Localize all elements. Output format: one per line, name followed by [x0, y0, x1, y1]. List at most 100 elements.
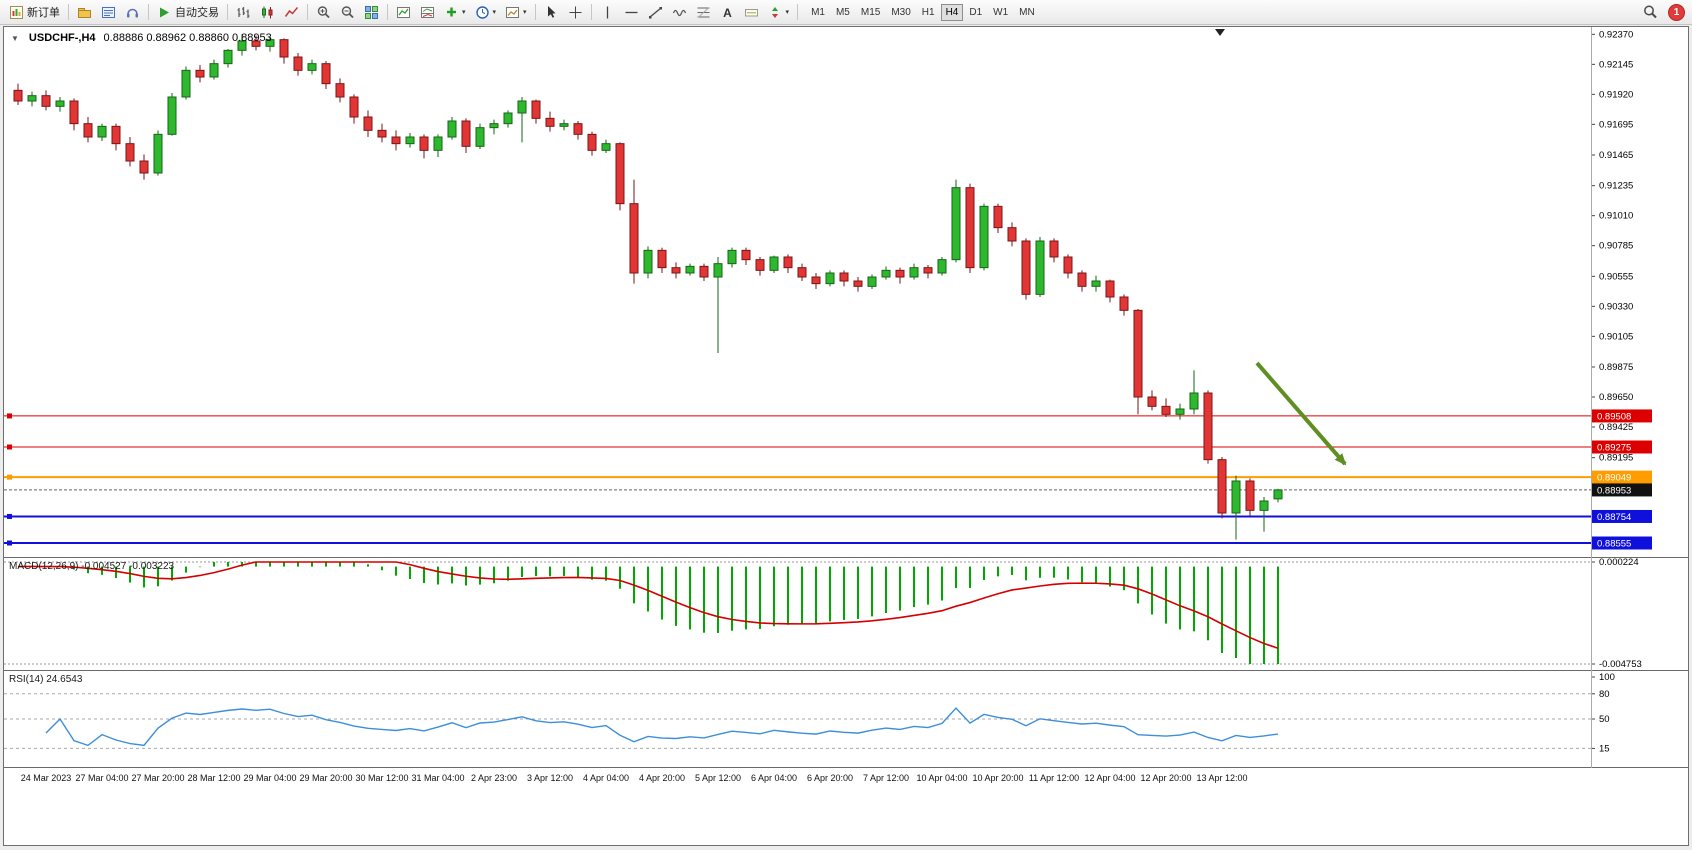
- timeframe-button-m5[interactable]: M5: [831, 4, 855, 21]
- time-label: 13 Apr 12:00: [1196, 773, 1248, 783]
- community-button[interactable]: [121, 2, 144, 23]
- svg-text:0.88555: 0.88555: [1597, 539, 1631, 550]
- time-label: 24 Mar 2023: [20, 773, 72, 783]
- tile-windows-button[interactable]: [360, 2, 383, 23]
- panel-splitter[interactable]: [4, 670, 1688, 671]
- headphones-icon: [125, 5, 140, 20]
- time-label: 4 Apr 20:00: [638, 773, 686, 783]
- svg-text:0.000224: 0.000224: [1599, 558, 1639, 568]
- search-button[interactable]: [1638, 2, 1662, 23]
- time-label: 11 Apr 12:00: [1028, 773, 1080, 783]
- macd-signal-line: [17, 561, 1279, 649]
- time-axis[interactable]: 24 Mar 2023 27 Mar 04:00 27 Mar 20:00 28 Ma…: [4, 768, 1591, 792]
- price-chart-canvas[interactable]: 0.92370 0.92145 0.91920 0.91695 0.91465 0.912…: [4, 27, 1688, 557]
- play-icon: [157, 5, 172, 20]
- add-indicator-button[interactable]: ▾: [440, 2, 470, 23]
- svg-text:0.88754: 0.88754: [1597, 512, 1631, 523]
- vertical-line-tool-button[interactable]: [596, 2, 619, 23]
- svg-text:0.89508: 0.89508: [1597, 411, 1631, 422]
- data-window-button[interactable]: [97, 2, 120, 23]
- macd-panel-canvas[interactable]: 0.000224 -0.004753: [4, 558, 1688, 668]
- line-handle[interactable]: [7, 444, 12, 450]
- text-label-tool-button[interactable]: [740, 2, 763, 23]
- toolbar-separator: [797, 4, 799, 20]
- time-label: 2 Apr 23:00: [470, 773, 518, 783]
- price-scale-separator[interactable]: [1591, 27, 1592, 768]
- line-handle[interactable]: [7, 474, 12, 480]
- timeframe-toolbar: M1 M5 M15 M30 H1 H4 D1 W1 MN: [806, 3, 1040, 21]
- timeframe-button-d1[interactable]: D1: [964, 4, 987, 21]
- fibonacci-tool-button[interactable]: [692, 2, 715, 23]
- bar-chart-mode-button[interactable]: [232, 2, 255, 23]
- svg-text:0.91235: 0.91235: [1599, 181, 1633, 192]
- time-label: 10 Apr 04:00: [916, 773, 968, 783]
- macd-label: MACD(12,26,9) -0.004527 -0.003223: [9, 561, 175, 572]
- indicator-subwindow-icon: [420, 5, 435, 20]
- toolbar-separator: [227, 4, 228, 20]
- arrow-annotation[interactable]: [1255, 361, 1347, 466]
- horizontal-line-icon: [624, 5, 639, 20]
- wave-icon: [672, 5, 687, 20]
- timeframe-button-h4[interactable]: H4: [940, 3, 964, 21]
- zoom-out-button[interactable]: [336, 2, 359, 23]
- time-label: 10 Apr 20:00: [972, 773, 1024, 783]
- zoom-in-button[interactable]: [312, 2, 335, 23]
- zoom-in-icon: [316, 5, 331, 20]
- new-order-button[interactable]: 新订单: [5, 2, 64, 23]
- svg-text:0.90555: 0.90555: [1599, 271, 1633, 282]
- line-handle[interactable]: [7, 413, 12, 419]
- text-icon: A: [720, 5, 735, 20]
- candles: [13, 34, 1283, 540]
- line-chart-mode-button[interactable]: [280, 2, 303, 23]
- text-tool-button[interactable]: A: [716, 2, 739, 23]
- data-window-icon: [101, 5, 116, 20]
- indicators-button[interactable]: [392, 2, 415, 23]
- timeframe-button-m15[interactable]: M15: [856, 4, 885, 21]
- timeframe-button-m30[interactable]: M30: [886, 4, 915, 21]
- chart-properties-button[interactable]: ▾: [501, 2, 531, 23]
- price-line-badge: [1592, 509, 1652, 523]
- horizontal-line-tool-button[interactable]: [620, 2, 643, 23]
- candlestick-icon: [260, 5, 275, 20]
- svg-text:0.89195: 0.89195: [1599, 453, 1633, 464]
- indicator-windows-button[interactable]: [416, 2, 439, 23]
- period-button[interactable]: ▾: [471, 2, 501, 23]
- svg-text:0.89275: 0.89275: [1597, 443, 1631, 454]
- auto-trading-button[interactable]: 自动交易: [153, 2, 223, 23]
- arrows-tool-button[interactable]: ▾: [764, 2, 794, 23]
- panel-splitter[interactable]: [4, 767, 1688, 768]
- text-label-icon: [744, 5, 759, 20]
- crosshair-tool-button[interactable]: [564, 2, 587, 23]
- new-order-icon: [9, 5, 24, 20]
- line-handle[interactable]: [7, 540, 12, 546]
- ohlc-values: 0.88886 0.88962 0.88860 0.88953: [103, 32, 272, 44]
- panel-splitter[interactable]: [4, 557, 1688, 558]
- profiles-button[interactable]: [73, 2, 96, 23]
- price-scale[interactable]: 0.92370 0.92145 0.91920 0.91695 0.91465 0.912…: [1591, 29, 1633, 464]
- price-line-badge: [1592, 409, 1652, 423]
- svg-text:0.89875: 0.89875: [1599, 362, 1633, 373]
- toolbar-separator: [534, 4, 536, 20]
- toolbar-separator: [68, 4, 69, 20]
- folder-icon: [77, 5, 92, 20]
- timeframe-button-h1[interactable]: H1: [917, 4, 940, 21]
- wave-tool-button[interactable]: [668, 2, 691, 23]
- time-label: 30 Mar 12:00: [355, 773, 409, 783]
- time-label: 12 Apr 20:00: [1140, 773, 1192, 783]
- timeframe-button-mn[interactable]: MN: [1014, 4, 1040, 21]
- toolbar-right-group: 1: [1638, 2, 1687, 23]
- line-handle[interactable]: [7, 513, 12, 519]
- trendline-tool-button[interactable]: [644, 2, 667, 23]
- notification-badge[interactable]: 1: [1668, 3, 1685, 21]
- svg-text:100: 100: [1599, 672, 1615, 683]
- chart-title: ▼ USDCHF-,H4 0.88886 0.88962 0.88860 0.8…: [11, 32, 272, 44]
- main-toolbar: 新订单 自动交易: [0, 0, 1692, 25]
- timeframe-button-w1[interactable]: W1: [988, 4, 1013, 21]
- chart-menu-icon[interactable]: ▼: [11, 33, 19, 43]
- time-label: 28 Mar 12:00: [187, 773, 241, 783]
- timeframe-button-m1[interactable]: M1: [806, 4, 830, 21]
- rsi-panel-canvas[interactable]: 100 80 50 15: [4, 671, 1688, 767]
- cursor-tool-button[interactable]: [540, 2, 563, 23]
- svg-text:0.92370: 0.92370: [1599, 29, 1633, 40]
- candlestick-mode-button[interactable]: [256, 2, 279, 23]
